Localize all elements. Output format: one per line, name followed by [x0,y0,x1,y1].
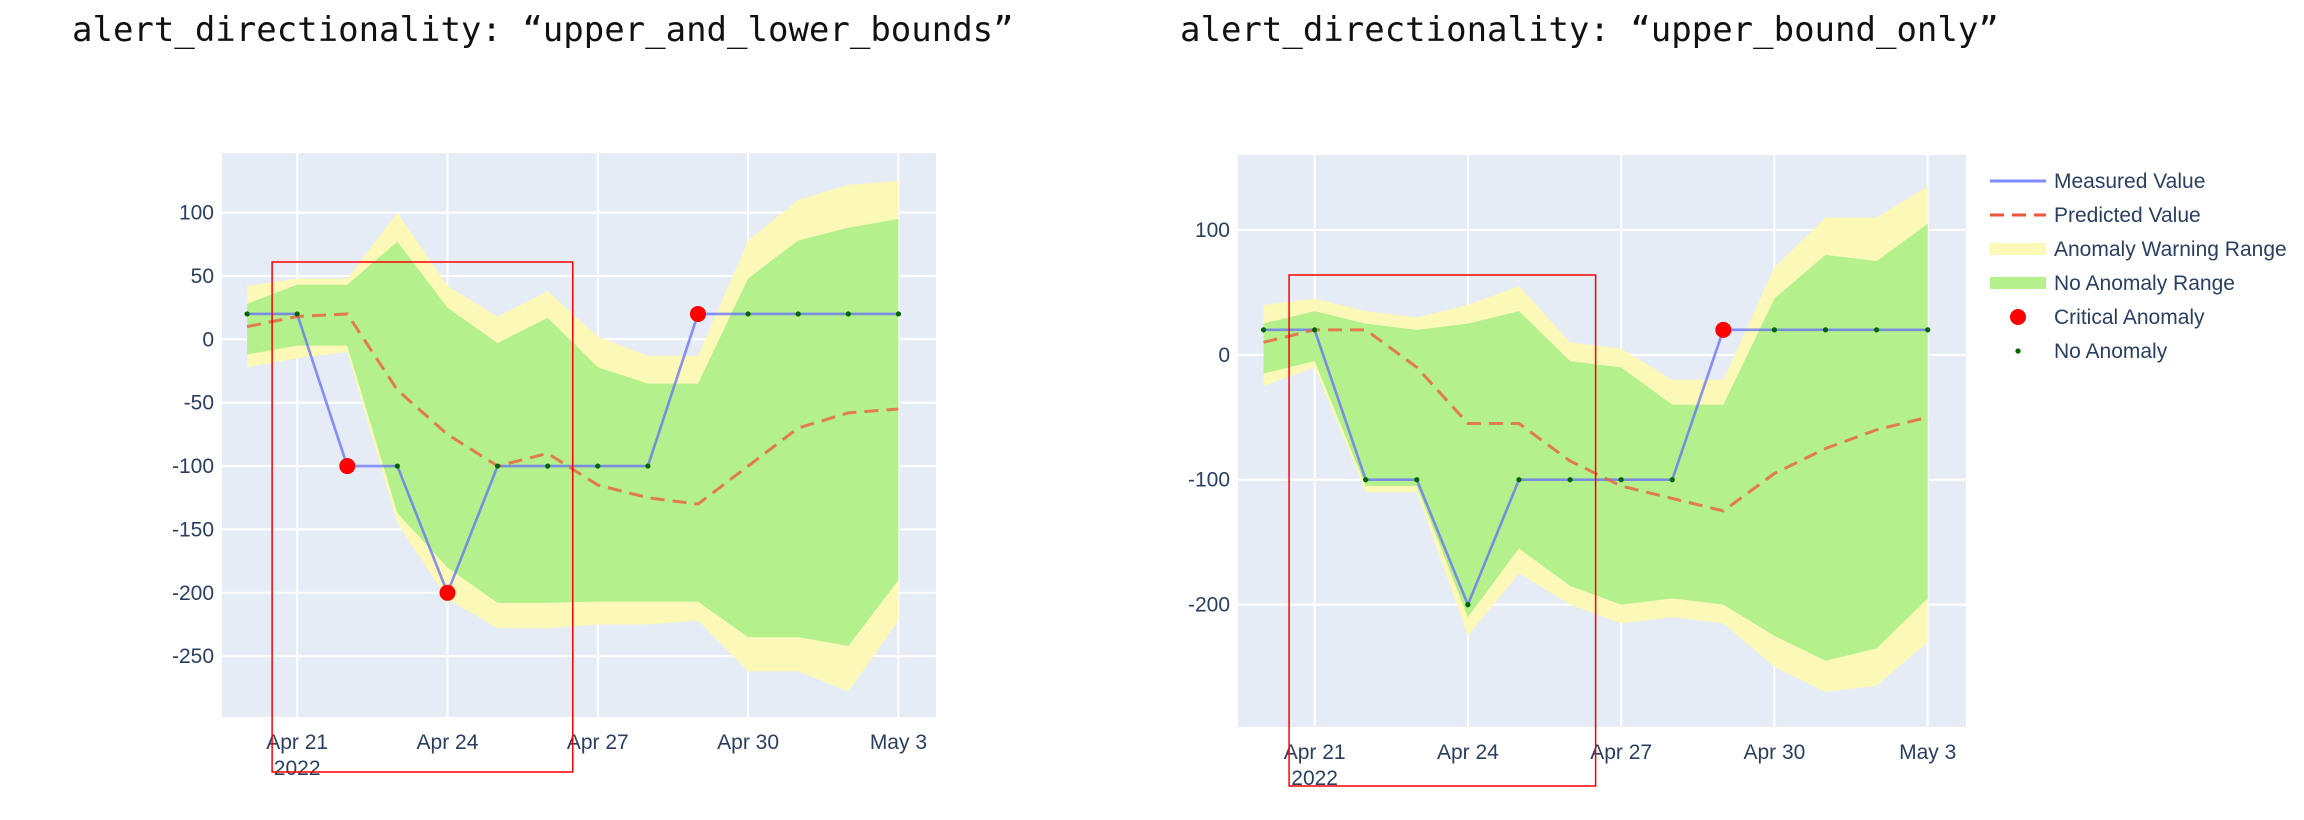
y-tick-label: 0 [202,328,214,351]
x-tick-label: Apr 30 [1743,741,1805,764]
no-anomaly-point [294,311,300,317]
y-tick-label: 100 [179,202,214,225]
no-anomaly-point [1516,477,1522,483]
y-tick-label: -100 [1188,469,1230,492]
x-tick-label: Apr 21 [1284,741,1346,764]
x-tick-label: May 3 [1899,741,1956,764]
no-anomaly-point [1363,477,1369,483]
no-anomaly-point [1567,477,1573,483]
x-year-label: 2022 [274,757,321,780]
legend-swatch-normal [2015,348,2021,354]
highlight-box [271,261,574,773]
x-tick-label: Apr 30 [717,731,779,754]
y-tick-label: -250 [172,645,214,668]
legend-swatch-warning [1990,243,2046,255]
x-tick-label: Apr 27 [567,731,629,754]
x-tick-label: Apr 24 [1437,741,1499,764]
legend-label-normal: No Anomaly [2054,340,2168,363]
no-anomaly-point [1260,327,1267,333]
no-anomaly-point [895,311,902,317]
x-tick-label: Apr 21 [266,731,328,754]
critical-anomaly-point [339,458,356,475]
no-anomaly-point [845,311,851,317]
legend-label-measured: Measured Value [2054,170,2205,193]
critical-anomaly-point [439,584,456,601]
y-tick-label: -150 [172,518,214,541]
x-tick-label: Apr 27 [1590,741,1652,764]
chart-right: 100 0 -100 -200 Apr 21 Apr 24 Apr 27 Apr 30 May … [1188,155,2287,790]
no-anomaly-point [1618,477,1624,483]
no-anomaly-point [645,463,651,469]
chart-left: 100 50 0 -50 -100 -150 -200 -250 Apr 21 Apr 24 Apr… [172,153,936,780]
no-anomaly-point [745,311,751,317]
critical-anomaly-point [1715,321,1732,338]
no-anomaly-point [394,463,400,469]
critical-anomaly-point [690,305,706,322]
legend-label-critical: Critical Anomaly [2054,306,2205,329]
y-tick-label: -50 [184,392,214,415]
no-anomaly-point [795,311,801,317]
x-tick-label: May 3 [870,731,927,754]
y-tick-label: -100 [172,455,214,478]
y-tick-label: 0 [1218,344,1230,367]
x-year-label: 2022 [1291,767,1338,790]
highlight-box [1288,274,1597,787]
no-anomaly-point [1414,477,1420,483]
no-anomaly-point [1465,602,1471,608]
legend-label-predicted: Predicted Value [2054,204,2201,227]
no-anomaly-point [1925,327,1931,333]
panel-title-left: alert_directionality: “upper_and_lower_b… [72,10,1014,50]
y-tick-label: 100 [1195,219,1230,242]
y-tick-label: -200 [172,582,214,605]
legend-swatch-no-anomaly [1990,277,2046,289]
no-anomaly-point [1312,327,1318,333]
no-anomaly-point [595,463,601,469]
y-tick-label: -200 [1188,594,1230,617]
no-anomaly-point [244,311,250,317]
legend-label-warning: Anomaly Warning Range [2054,238,2287,261]
no-anomaly-point [1873,327,1880,333]
no-anomaly-point [1669,477,1675,483]
legend-swatch-critical [2010,309,2026,325]
no-anomaly-point [1771,327,1778,333]
no-anomaly-point [545,463,551,469]
y-tick-label: 50 [191,265,214,288]
panel-title-right: alert_directionality: “upper_bound_only” [1180,10,1999,50]
no-anomaly-point [1822,327,1829,333]
no-anomaly-point [494,463,501,469]
x-tick-label: Apr 24 [417,731,479,754]
legend-label-noanom: No Anomaly Range [2054,272,2235,295]
